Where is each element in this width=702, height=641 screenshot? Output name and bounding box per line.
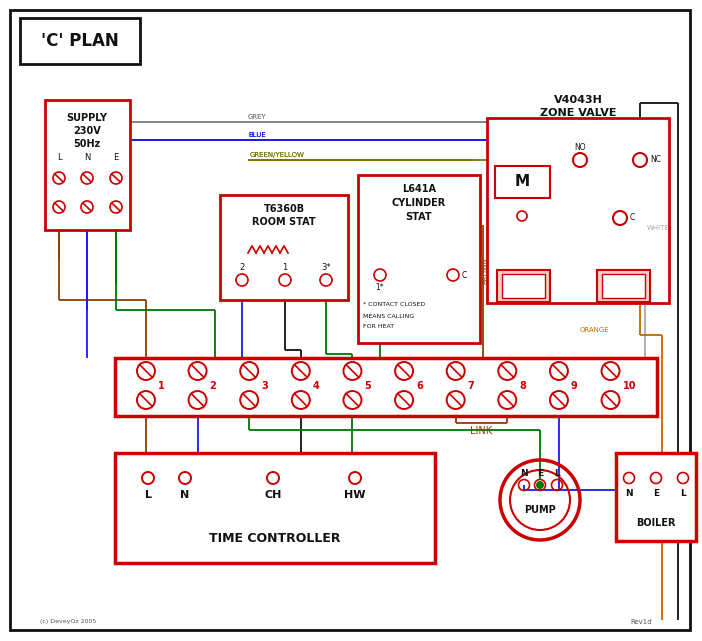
Text: GREEN/YELLOW: GREEN/YELLOW [250,152,305,158]
Text: N: N [180,490,190,500]
Text: 230V: 230V [73,126,101,136]
Text: ROOM STAT: ROOM STAT [252,217,316,227]
Text: C: C [630,213,635,222]
Bar [358,175,480,343]
Text: GREEN/YELLOW: GREEN/YELLOW [250,152,305,158]
Text: BROWN: BROWN [482,256,488,283]
Text: 10: 10 [623,381,636,391]
Text: 3*: 3* [322,263,331,272]
Text: M: M [515,174,530,190]
Text: NC: NC [650,156,661,165]
Text: * CONTACT CLOSED: * CONTACT CLOSED [363,303,425,308]
Bar [115,358,657,416]
Text: 8: 8 [519,381,526,391]
Text: MEANS CALLING: MEANS CALLING [363,313,414,319]
Bar [597,270,650,302]
Text: N: N [84,153,90,163]
Text: L: L [680,488,686,497]
Text: (c) DeveyOz 2005: (c) DeveyOz 2005 [40,619,96,624]
Text: L641A: L641A [402,184,436,194]
Bar [495,166,550,198]
Circle shape [536,481,544,489]
Text: 1*: 1* [376,283,384,292]
Text: HW: HW [344,490,366,500]
Bar [616,453,696,541]
Text: Rev1d: Rev1d [630,619,651,625]
Text: N: N [520,469,528,478]
Text: ZONE VALVE: ZONE VALVE [540,108,616,118]
Text: NO: NO [574,144,585,153]
Text: 2: 2 [239,263,244,272]
Text: FOR HEAT: FOR HEAT [363,324,394,329]
Bar [497,270,550,302]
Text: 1: 1 [158,381,165,391]
Bar [502,274,545,298]
Text: 9: 9 [571,381,578,391]
Text: 7: 7 [468,381,475,391]
Text: CYLINDER: CYLINDER [392,198,446,208]
Text: 4: 4 [313,381,319,391]
Text: 5: 5 [364,381,371,391]
Bar [487,118,669,303]
Text: 2: 2 [210,381,216,391]
Text: 3: 3 [261,381,268,391]
Text: BLUE: BLUE [248,132,266,138]
Bar [220,195,348,300]
Text: WHITE: WHITE [647,225,670,231]
Text: ORANGE: ORANGE [580,327,609,333]
Text: N: N [625,488,633,497]
Text: GREY: GREY [248,114,267,120]
Text: E: E [537,469,543,478]
Bar [115,453,435,563]
Text: C: C [462,271,468,279]
Text: BOILER: BOILER [636,518,676,528]
Bar [602,274,645,298]
Text: T6360B: T6360B [263,204,305,214]
Text: L: L [554,469,560,478]
Text: E: E [114,153,119,163]
Text: V4043H: V4043H [554,95,602,105]
Bar [20,18,140,64]
Text: STAT: STAT [406,212,432,222]
Text: 1: 1 [282,263,288,272]
Text: CH: CH [265,490,282,500]
Text: GREY: GREY [248,114,267,120]
Bar [45,100,130,230]
Text: SUPPLY: SUPPLY [67,113,107,123]
Text: L: L [57,153,61,163]
Text: PUMP: PUMP [524,505,556,515]
Text: E: E [653,488,659,497]
Text: L: L [145,490,152,500]
Text: BLUE: BLUE [248,132,266,138]
Text: LINK: LINK [470,426,493,436]
Text: TIME CONTROLLER: TIME CONTROLLER [209,531,340,544]
Text: 50Hz: 50Hz [74,139,100,149]
Text: 6: 6 [416,381,423,391]
Text: 'C' PLAN: 'C' PLAN [41,32,119,50]
